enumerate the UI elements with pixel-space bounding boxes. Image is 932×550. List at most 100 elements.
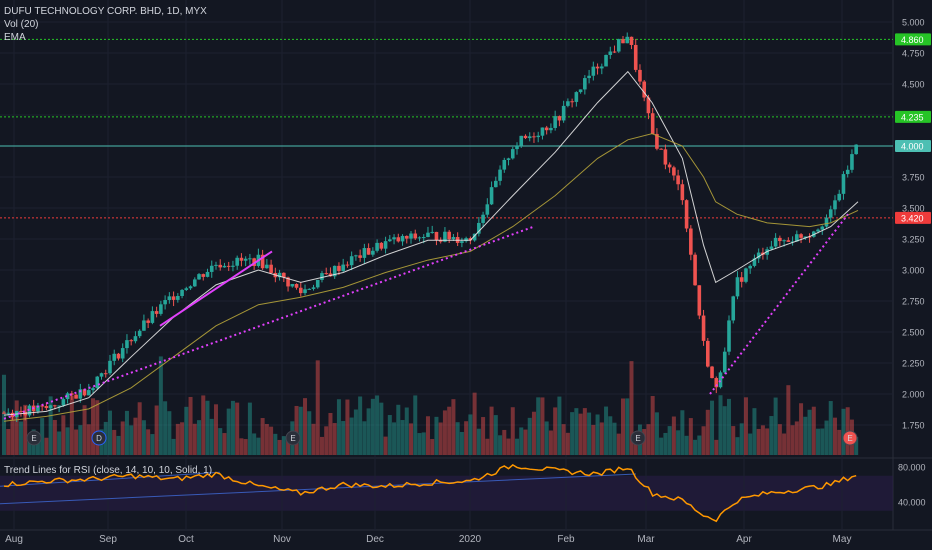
volume-bar bbox=[608, 416, 613, 455]
candle-body bbox=[689, 228, 693, 255]
event-marker bbox=[285, 430, 301, 446]
x-tick-label: Sep bbox=[99, 534, 117, 545]
volume-bar bbox=[383, 436, 388, 455]
candle-body bbox=[222, 265, 227, 268]
volume-bar bbox=[743, 397, 748, 455]
volume-bar bbox=[209, 418, 214, 455]
candle-body bbox=[544, 127, 549, 131]
event-marker bbox=[26, 430, 42, 446]
candle-body bbox=[523, 135, 528, 139]
candle-body bbox=[472, 233, 477, 241]
y-tick-label: 2.250 bbox=[902, 359, 925, 369]
volume-bar bbox=[48, 396, 53, 455]
candle-body bbox=[2, 412, 6, 414]
volume-bar bbox=[531, 411, 536, 455]
candle-body bbox=[850, 154, 854, 170]
candle-body bbox=[61, 399, 66, 406]
volume-bar bbox=[824, 420, 829, 455]
candle-body bbox=[91, 388, 95, 391]
volume-bar bbox=[120, 421, 125, 455]
candle-body bbox=[765, 249, 769, 255]
volume-bar bbox=[625, 398, 630, 455]
candle-body bbox=[633, 44, 638, 70]
candle-body bbox=[481, 214, 485, 223]
volume-bar bbox=[701, 426, 706, 455]
candle-body bbox=[650, 113, 655, 134]
candle-body bbox=[332, 265, 337, 277]
candle-body bbox=[103, 373, 108, 375]
volume-bar bbox=[536, 397, 541, 455]
volume-bar bbox=[434, 416, 439, 455]
volume-bar bbox=[23, 404, 28, 455]
candle-body bbox=[795, 234, 799, 242]
candle-body bbox=[731, 296, 736, 321]
volume-bar bbox=[69, 395, 74, 455]
volume-bar bbox=[752, 408, 757, 455]
volume-bar bbox=[570, 412, 575, 455]
x-tick-label: Aug bbox=[5, 534, 23, 545]
candle-body bbox=[655, 133, 659, 149]
volume-bar bbox=[247, 402, 252, 455]
price-level-tag bbox=[895, 140, 931, 152]
candle-body bbox=[854, 144, 858, 155]
volume-bar bbox=[137, 402, 142, 455]
volume-bar bbox=[464, 421, 469, 455]
volume-bar bbox=[591, 424, 596, 455]
candle-body bbox=[600, 66, 604, 69]
price-level-label: 4.860 bbox=[901, 35, 924, 45]
candle-body bbox=[616, 39, 621, 52]
volume-bar bbox=[273, 433, 278, 455]
candle-body bbox=[176, 296, 180, 300]
x-tick-label: Apr bbox=[736, 534, 752, 545]
volume-bar bbox=[841, 408, 846, 455]
volume-bar bbox=[184, 406, 189, 455]
volume-bar bbox=[303, 398, 308, 455]
volume-bar bbox=[765, 428, 770, 455]
candle-body bbox=[705, 340, 710, 367]
y-tick-label: 4.500 bbox=[902, 80, 925, 90]
volume-bar bbox=[561, 424, 566, 455]
rsi-y-tick-label: 40.000 bbox=[898, 498, 926, 508]
volume-bar bbox=[574, 408, 579, 455]
candle-body bbox=[561, 105, 566, 121]
candle-body bbox=[646, 97, 651, 114]
candle-body bbox=[354, 255, 358, 257]
candle-body bbox=[137, 330, 142, 337]
candle-body bbox=[392, 237, 396, 240]
volume-bar bbox=[192, 423, 197, 455]
volume-bar bbox=[688, 418, 693, 455]
candle-body bbox=[320, 273, 324, 280]
candle-body bbox=[845, 169, 850, 175]
candle-body bbox=[197, 274, 201, 280]
volume-bar bbox=[91, 398, 96, 455]
volume-bar bbox=[430, 439, 435, 455]
candle-body bbox=[108, 360, 112, 374]
volume-bar bbox=[281, 436, 286, 455]
volume-bar bbox=[222, 433, 227, 455]
volume-bar bbox=[739, 423, 744, 455]
volume-bar bbox=[400, 420, 405, 455]
volume-bar bbox=[612, 422, 617, 455]
candle-body bbox=[205, 271, 210, 277]
event-marker bbox=[91, 430, 107, 446]
volume-bar bbox=[726, 398, 731, 455]
volume-bar bbox=[680, 410, 685, 455]
candle-body bbox=[773, 237, 778, 247]
volume-bar bbox=[807, 409, 812, 455]
volume-bar bbox=[544, 421, 549, 455]
event-marker-label: E bbox=[847, 434, 852, 443]
candle-body bbox=[604, 54, 608, 67]
candle-body bbox=[298, 287, 303, 294]
candle-body bbox=[371, 250, 375, 255]
candle-body bbox=[642, 81, 646, 98]
volume-bar bbox=[693, 439, 698, 455]
candle-body bbox=[307, 288, 312, 290]
candle-body bbox=[833, 200, 837, 210]
volume-bar bbox=[6, 429, 11, 455]
candle-body bbox=[718, 372, 723, 388]
volume-bar bbox=[506, 438, 511, 455]
volume-bar bbox=[10, 417, 15, 455]
volume-bar bbox=[362, 421, 367, 455]
